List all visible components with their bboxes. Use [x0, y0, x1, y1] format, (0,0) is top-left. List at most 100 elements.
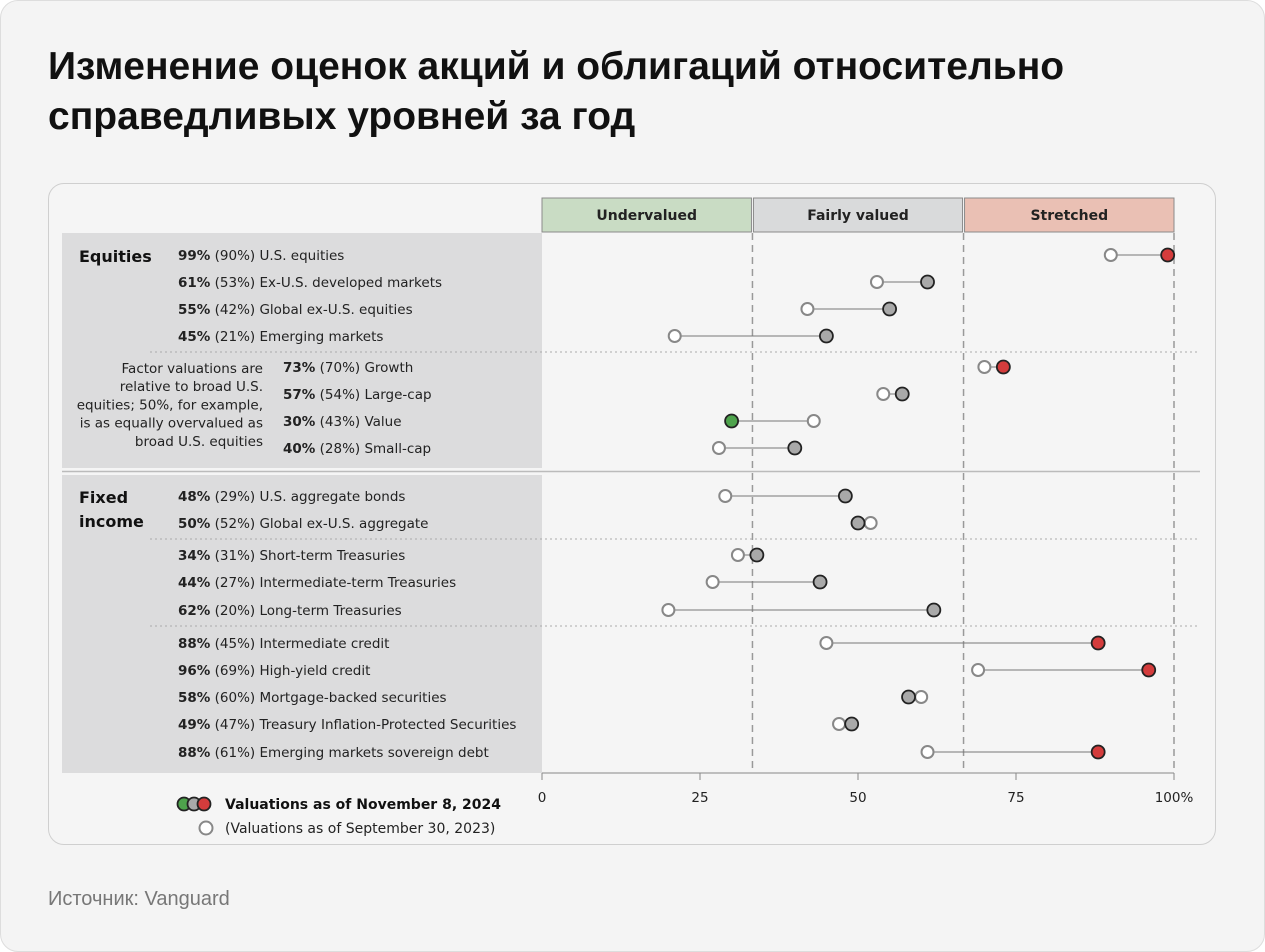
prior-value-and-name: (47%) Treasury Inflation-Protected Secur… [210, 717, 516, 733]
prior-value-and-name: (28%) Small-cap [315, 441, 431, 457]
current-valuation-dot [787, 440, 803, 456]
current-valuation-dot [1160, 247, 1176, 263]
prior-valuation-dot [863, 516, 878, 530]
current-valuation-dot [837, 488, 853, 504]
current-value-label: 50% [178, 516, 211, 532]
prior-value-and-name: (42%) Global ex-U.S. equities [210, 302, 412, 318]
factor-note-line: Factor valuations are [122, 361, 263, 377]
prior-valuation-dot [832, 717, 847, 731]
prior-valuation-dot [869, 275, 884, 289]
row-label: 61% (53%) Ex-U.S. developed markets [178, 275, 442, 291]
current-value-label: 44% [178, 575, 211, 591]
prior-value-and-name: (43%) Value [315, 414, 401, 430]
prior-value-and-name: (90%) U.S. equities [210, 248, 344, 264]
row-label: 73% (70%) Growth [283, 360, 413, 376]
row-label: 34% (31%) Short-term Treasuries [178, 548, 405, 564]
current-value-label: 45% [178, 329, 211, 345]
row-label: 62% (20%) Long-term Treasuries [178, 603, 402, 619]
current-valuation-dot [1090, 635, 1106, 651]
current-value-label: 99% [178, 248, 211, 264]
x-tick-label: 50 [849, 790, 866, 806]
row-label: 58% (60%) Mortgage-backed securities [178, 690, 447, 706]
prior-value-and-name: (60%) Mortgage-backed securities [210, 690, 446, 706]
prior-value-and-name: (53%) Ex-U.S. developed markets [210, 275, 442, 291]
factor-note-line: broad U.S. equities [135, 434, 263, 450]
row-label: 48% (29%) U.S. aggregate bonds [178, 489, 405, 505]
current-value-label: 62% [178, 603, 211, 619]
legend-prior-dot [198, 820, 214, 836]
current-valuation-dot [812, 574, 828, 590]
group-label: Fixed [79, 488, 128, 507]
zone-label: Stretched [1030, 208, 1108, 224]
current-valuation-dot [844, 716, 860, 732]
prior-valuation-dot [1103, 248, 1118, 262]
row-label: 45% (21%) Emerging markets [178, 329, 383, 345]
zone-label: Fairly valued [807, 208, 909, 224]
current-value-label: 58% [178, 690, 211, 706]
legend-current-label: Valuations as of November 8, 2024 [225, 797, 501, 813]
factor-note-line: is as equally overvalued as [80, 416, 263, 432]
prior-value-and-name: (31%) Short-term Treasuries [210, 548, 405, 564]
current-value-label: 73% [283, 360, 316, 376]
current-valuation-dot [995, 359, 1011, 375]
current-value-label: 34% [178, 548, 211, 564]
group-label: income [79, 512, 144, 531]
prior-value-and-name: (52%) Global ex-U.S. aggregate [210, 516, 428, 532]
page-title: Изменение оценок акций и облигаций относ… [48, 45, 1065, 138]
prior-valuation-dot [914, 690, 929, 704]
zone-label: Undervalued [596, 208, 697, 224]
current-valuation-dot [749, 547, 765, 563]
equities-panel [62, 233, 542, 468]
current-valuation-dot [850, 515, 866, 531]
prior-value-and-name: (45%) Intermediate credit [210, 636, 389, 652]
current-value-label: 88% [178, 636, 211, 652]
legend-current-dot [196, 796, 212, 812]
current-valuation-dot [882, 301, 897, 317]
factor-note-line: relative to broad U.S. [120, 379, 263, 395]
prior-valuation-dot [667, 329, 682, 343]
prior-valuation-dot [705, 575, 720, 589]
current-valuation-dot [1141, 662, 1157, 678]
x-tick-label: 75 [1007, 790, 1024, 806]
fixed-income-panel [62, 475, 542, 773]
current-valuation-dot [920, 274, 935, 290]
prior-value-and-name: (61%) Emerging markets sovereign debt [210, 745, 488, 761]
prior-value-and-name: (29%) U.S. aggregate bonds [210, 489, 405, 505]
prior-valuation-dot [977, 360, 992, 374]
source-note: Источник: Vanguard [48, 888, 230, 910]
row-label: 99% (90%) U.S. equities [178, 248, 344, 264]
current-value-label: 55% [178, 302, 211, 318]
current-value-label: 40% [283, 441, 316, 457]
row-label: 50% (52%) Global ex-U.S. aggregate [178, 516, 428, 532]
row-label: 96% (69%) High-yield credit [178, 663, 370, 679]
row-label: 30% (43%) Value [283, 414, 402, 430]
row-label: 57% (54%) Large-cap [283, 387, 432, 403]
x-tick-label: 100% [1155, 790, 1194, 806]
group-label: Equities [79, 247, 152, 266]
prior-value-and-name: (21%) Emerging markets [210, 329, 383, 345]
prior-valuation-dot [806, 414, 821, 428]
row-label: 88% (61%) Emerging markets sovereign deb… [178, 745, 489, 761]
zone-header-stretched [964, 197, 1175, 233]
current-valuation-dot [901, 689, 916, 705]
current-valuation-dot [894, 386, 910, 402]
prior-value-and-name: (69%) High-yield credit [210, 663, 370, 679]
prior-valuation-dot [711, 441, 726, 455]
prior-value-and-name: (20%) Long-term Treasuries [210, 603, 401, 619]
factor-note-line: equities; 50%, for example, [77, 397, 263, 413]
current-value-label: 48% [178, 489, 211, 505]
current-value-label: 30% [283, 414, 316, 430]
zone-header-fairly-valued [752, 197, 964, 233]
zone-header-undervalued [541, 197, 752, 233]
prior-value-and-name: (70%) Growth [315, 360, 413, 376]
current-valuation-dot [819, 328, 834, 344]
current-value-label: 96% [178, 663, 211, 679]
prior-valuation-dot [819, 636, 834, 650]
row-label: 88% (45%) Intermediate credit [178, 636, 389, 652]
x-tick-label: 0 [538, 790, 547, 806]
row-label: 49% (47%) Treasury Inflation-Protected S… [178, 717, 516, 733]
prior-valuation-dot [718, 489, 733, 503]
prior-valuation-dot [876, 387, 891, 401]
current-value-label: 61% [178, 275, 211, 291]
row-label: 40% (28%) Small-cap [283, 441, 431, 457]
